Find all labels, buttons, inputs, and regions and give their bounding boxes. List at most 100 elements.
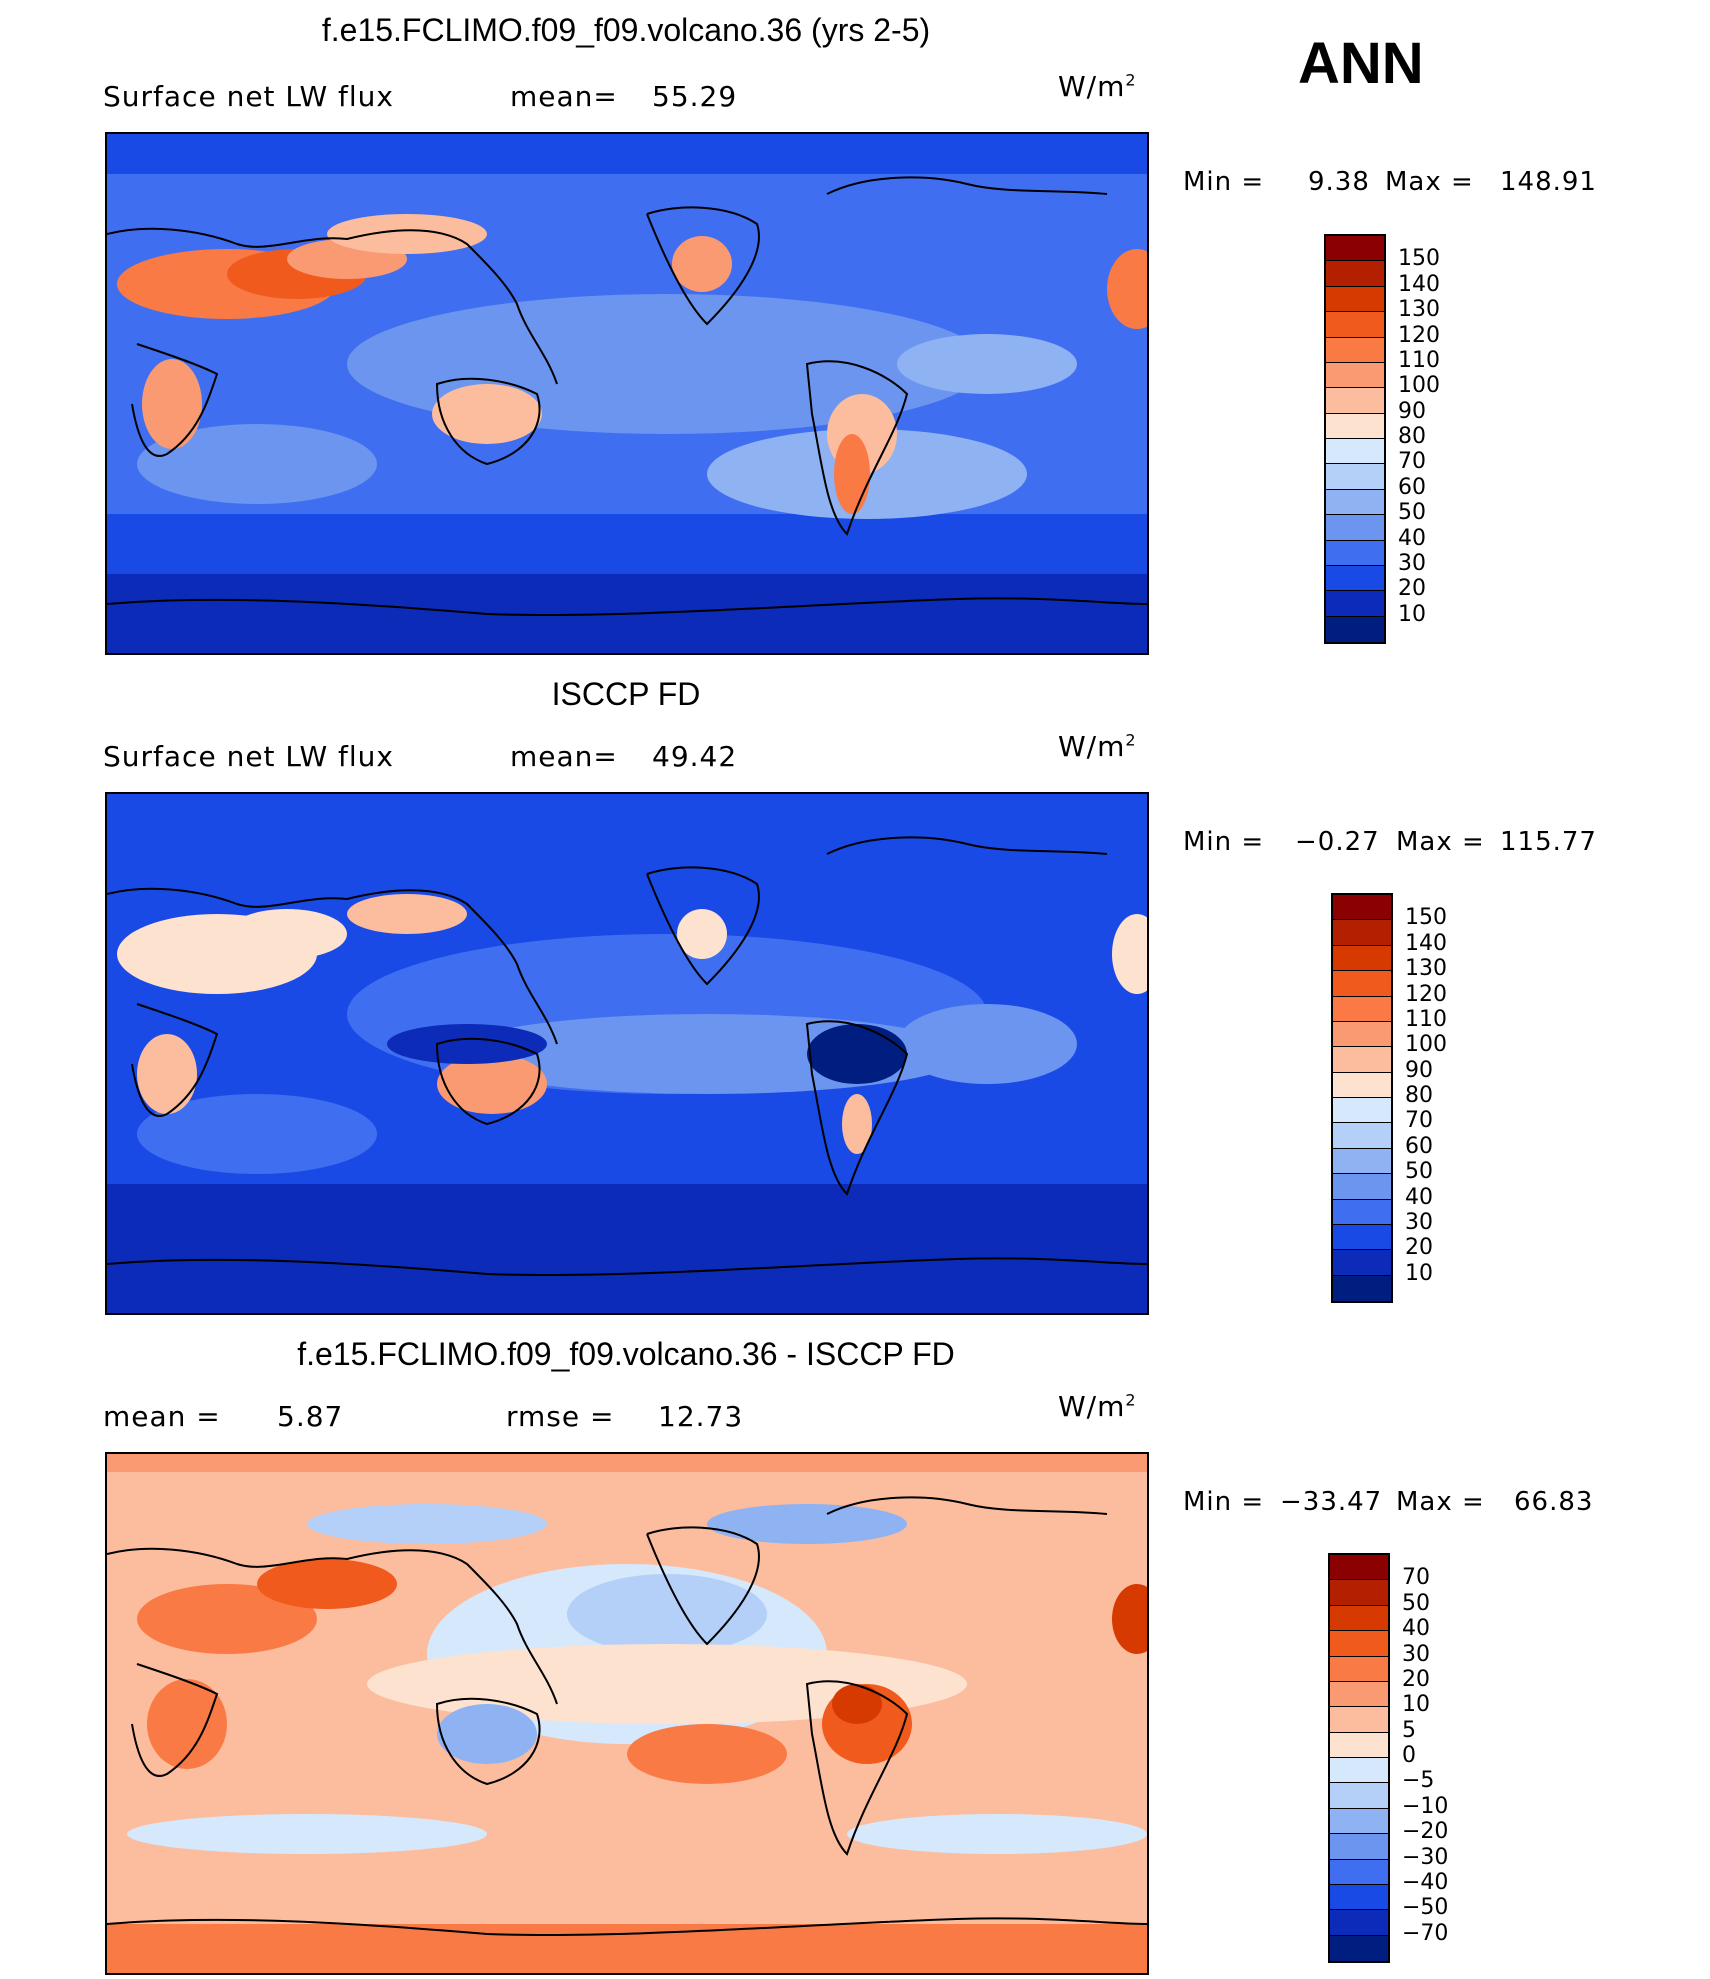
panel-3-mean-value: 5.87 [277,1400,344,1433]
colorbar-segment [1330,1631,1388,1657]
colorbar-tick-label: 90 [1398,398,1426,424]
colorbar-segment [1330,1707,1388,1733]
colorbar-segment [1326,362,1384,389]
colorbar-tick-label: 40 [1402,1616,1430,1642]
colorbar-tick-label: 130 [1405,956,1447,982]
panel-1-max-value: 148.91 [1500,167,1597,197]
colorbar-segment [1326,413,1384,439]
colorbar-segment [1326,337,1384,363]
colorbar-segment [1330,1935,1388,1961]
colorbar-tick-label: 80 [1398,424,1426,449]
colorbar-segment [1330,1656,1388,1682]
colorbar-tick-label: −10 [1402,1793,1449,1819]
panel-3-min-label: Min = [1183,1487,1265,1517]
colorbar-segment [1330,1834,1388,1860]
colorbar-segment [1333,1250,1391,1276]
colorbar-tick-label: −5 [1402,1768,1435,1794]
colorbar-segment [1326,236,1384,262]
colorbar-segment [1333,1275,1391,1301]
panel-2-min-value: −0.27 [1295,827,1380,857]
panel-1-min-label: Min = [1183,167,1265,197]
colorbar-tick-label: −50 [1402,1895,1449,1921]
colorbar-tick-label: 110 [1405,1006,1447,1032]
colorbar-segment [1326,439,1384,465]
panel-1-max-label: Max = [1385,167,1474,197]
colorbar-segment [1326,591,1384,617]
panel-3-rmse-value: 12.73 [658,1400,744,1433]
panel-1-mean-label: mean= [510,80,618,113]
colorbar-tick-label: 150 [1405,905,1447,931]
colorbar-segment [1333,1047,1391,1073]
colorbar-tick-label: 60 [1398,474,1426,500]
panel-3-title: f.e15.FCLIMO.f09_f09.volcano.36 - ISCCP … [297,1336,955,1372]
colorbar-tick-label: −30 [1402,1844,1449,1870]
colorbar-segment [1330,1681,1388,1708]
colorbar-tick-label: 70 [1398,449,1426,475]
panel-3-max-label: Max = [1396,1487,1485,1517]
colorbar-segment [1326,616,1384,642]
colorbar-tick-label: 60 [1405,1133,1433,1159]
colorbar-tick-label: 110 [1398,347,1440,373]
colorbar-tick-label: 80 [1405,1083,1433,1108]
colorbar-segment [1326,286,1384,313]
panel-1-title: f.e15.FCLIMO.f09_f09.volcano.36 (yrs 2-5… [321,12,931,48]
colorbar-segment [1326,464,1384,490]
colorbar-segment [1326,388,1384,414]
colorbar-segment [1326,261,1384,287]
panel-2-mean-label: mean= [510,740,618,773]
colorbar-tick-label: 150 [1398,246,1440,272]
panel-2-max-value: 115.77 [1500,827,1597,857]
panel-2-mean-value: 49.42 [652,740,738,773]
colorbar-tick-label: 70 [1402,1565,1430,1591]
colorbar-segment [1326,515,1384,541]
panel-2-unit: W/m2 [1058,730,1137,763]
colorbar-segment [1333,1072,1391,1098]
colorbar-segment [1330,1910,1388,1936]
colorbar-tick-label: 5 [1402,1717,1416,1743]
colorbar-segment [1333,895,1391,921]
panel-1-unit: W/m2 [1058,70,1137,103]
colorbar-tick-label: 20 [1405,1235,1433,1261]
colorbar-segment [1330,1884,1388,1911]
colorbar-tick-label: 10 [1405,1260,1433,1286]
colorbar-tick-label: −70 [1402,1920,1449,1946]
colorbar-segment [1330,1555,1388,1581]
colorbar-segment [1330,1783,1388,1809]
colorbar-tick-label: 50 [1398,500,1426,526]
colorbar-tick-label: 30 [1405,1209,1433,1235]
colorbar-segment [1326,489,1384,516]
colorbar-tick-label: 20 [1398,576,1426,602]
colorbar-tick-label: 90 [1405,1057,1433,1083]
panel-3-colorbar [1328,1553,1390,1963]
colorbar-tick-label: 70 [1405,1108,1433,1134]
colorbar-segment [1330,1758,1388,1784]
panel-2-map [105,792,1149,1315]
colorbar-segment [1333,1224,1391,1251]
colorbar-tick-label: 20 [1402,1666,1430,1692]
panel-3-mean-label: mean = [103,1400,221,1433]
colorbar-tick-label: −40 [1402,1869,1449,1895]
colorbar-segment [1333,1174,1391,1200]
colorbar-segment [1326,540,1384,566]
panel-1-min-value: 9.38 [1308,167,1370,197]
colorbar-tick-label: 140 [1398,271,1440,297]
colorbar-segment [1333,1199,1391,1225]
panel-1-colorbar [1324,234,1386,644]
panel-2-title: ISCCP FD [551,676,701,712]
panel-3-map [105,1452,1149,1975]
colorbar-segment [1333,1021,1391,1048]
colorbar-tick-label: 50 [1405,1159,1433,1185]
panel-1-mean-value: 55.29 [652,80,738,113]
colorbar-tick-label: 30 [1398,550,1426,576]
colorbar-tick-label: 100 [1398,373,1440,399]
panel-2-max-label: Max = [1396,827,1485,857]
colorbar-segment [1330,1605,1388,1632]
colorbar-segment [1326,312,1384,338]
panel-1-map [105,132,1149,655]
colorbar-tick-label: 10 [1398,601,1426,627]
season-label: ANN [1298,31,1424,96]
colorbar-segment [1326,565,1384,592]
colorbar-segment [1330,1732,1388,1758]
colorbar-tick-label: 130 [1398,297,1440,323]
panel-3-unit: W/m2 [1058,1390,1137,1423]
